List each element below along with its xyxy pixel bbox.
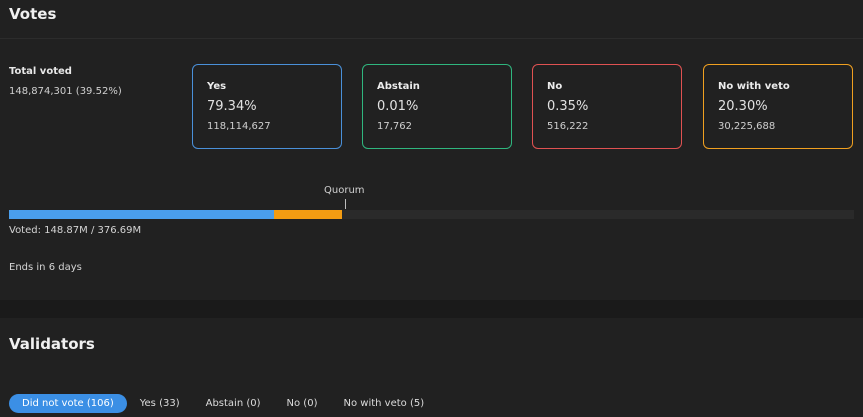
tab-yes[interactable]: Yes (33) bbox=[139, 398, 180, 409]
votes-panel: Votes Total voted 148,874,301 (39.52%) Y… bbox=[0, 5, 863, 273]
validators-title: Validators bbox=[9, 335, 95, 353]
voting-ends-text: Ends in 6 days bbox=[9, 262, 82, 273]
total-voted-label: Total voted bbox=[9, 66, 72, 77]
vote-card-no-label: No bbox=[547, 81, 563, 92]
validators-panel: Validators Did not vote (106) Yes (33) A… bbox=[0, 318, 863, 417]
total-voted-value: 148,874,301 (39.52%) bbox=[9, 86, 122, 97]
vote-card-yes: Yes 79.34% 118,114,627 bbox=[192, 64, 342, 149]
validator-filter-tabs: Did not vote (106) Yes (33) Abstain (0) … bbox=[9, 394, 437, 413]
vote-card-abstain: Abstain 0.01% 17,762 bbox=[362, 64, 512, 149]
vote-card-abstain-percent: 0.01% bbox=[377, 99, 419, 114]
quorum-marker bbox=[345, 199, 346, 209]
tab-did-not-vote[interactable]: Did not vote (106) bbox=[9, 394, 127, 413]
vote-card-veto-percent: 20.30% bbox=[718, 99, 768, 114]
vote-card-abstain-label: Abstain bbox=[377, 81, 420, 92]
tab-no[interactable]: No (0) bbox=[286, 398, 318, 409]
progress-veto-segment bbox=[273, 210, 342, 219]
vote-progress-bar bbox=[9, 210, 854, 219]
vote-card-veto-count: 30,225,688 bbox=[718, 121, 776, 132]
vote-card-abstain-count: 17,762 bbox=[377, 121, 412, 132]
votes-divider bbox=[0, 38, 863, 39]
progress-yes-segment bbox=[9, 210, 274, 219]
voted-summary: Voted: 148.87M / 376.69M bbox=[9, 225, 142, 236]
vote-card-yes-count: 118,114,627 bbox=[207, 121, 271, 132]
tab-no-with-veto[interactable]: No with veto (5) bbox=[343, 398, 425, 409]
vote-card-yes-percent: 79.34% bbox=[207, 99, 257, 114]
vote-card-no: No 0.35% 516,222 bbox=[532, 64, 682, 149]
quorum-label: Quorum bbox=[324, 185, 365, 196]
votes-title: Votes bbox=[9, 5, 57, 23]
tab-abstain[interactable]: Abstain (0) bbox=[205, 398, 261, 409]
vote-card-no-with-veto: No with veto 20.30% 30,225,688 bbox=[703, 64, 853, 149]
vote-card-no-count: 516,222 bbox=[547, 121, 589, 132]
vote-card-yes-label: Yes bbox=[207, 81, 227, 92]
vote-card-veto-label: No with veto bbox=[718, 81, 790, 92]
vote-card-no-percent: 0.35% bbox=[547, 99, 589, 114]
